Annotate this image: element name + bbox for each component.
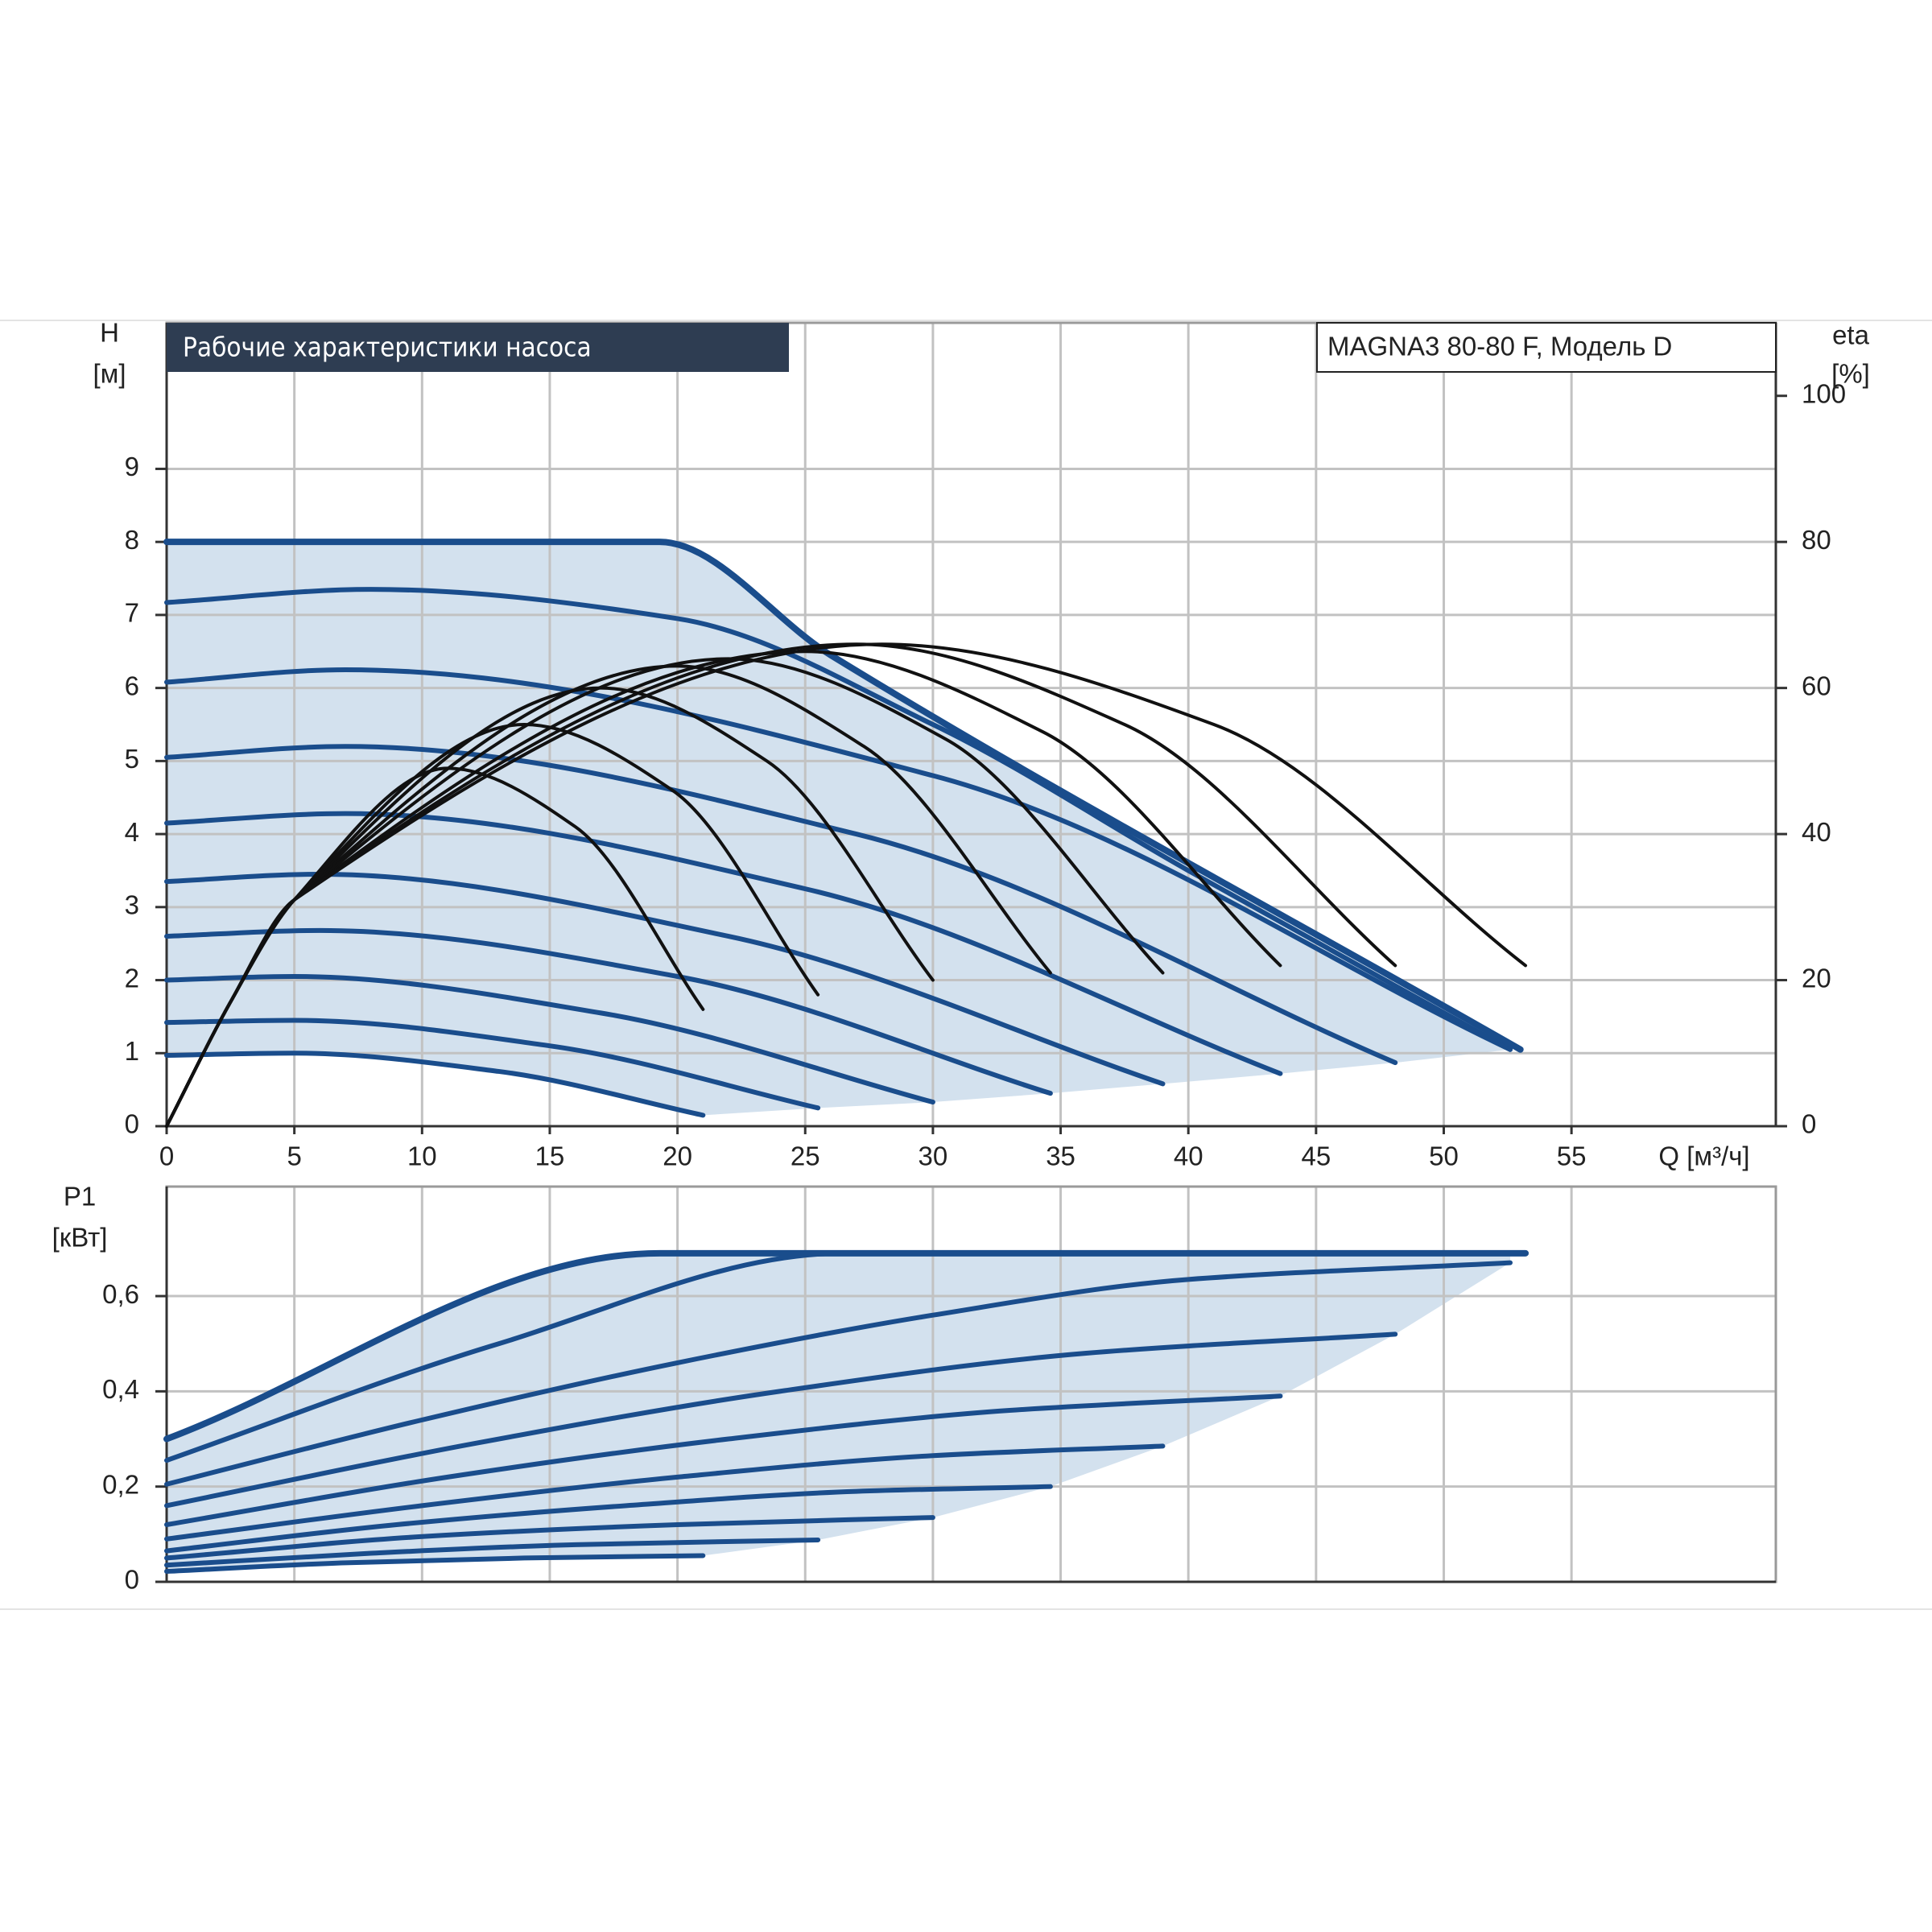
curve (163, 1249, 1530, 1443)
y-tick-label: 5 (125, 744, 139, 774)
y-tick-label: 2 (125, 963, 139, 993)
curve (164, 1393, 1283, 1528)
curve (164, 811, 1283, 1076)
operating-area (167, 1253, 1526, 1571)
model-label: MAGNA3 80-80 F, Модель D (1327, 332, 1672, 361)
x-tick-label: 35 (1046, 1141, 1075, 1171)
y-tick-label: 0,2 (102, 1469, 139, 1499)
y-tick-label: 0 (125, 1565, 139, 1595)
x-tick-label: 0 (159, 1141, 174, 1171)
y2-tick-label: 20 (1802, 963, 1831, 993)
x-tick-label: 30 (919, 1141, 948, 1171)
yunit: [м] (93, 359, 126, 389)
x-tick-label: 50 (1429, 1141, 1459, 1171)
curve (164, 1484, 1053, 1554)
yunit: [кВт] (52, 1223, 108, 1253)
curve (164, 1018, 821, 1111)
y-tick-label: 0,4 (102, 1374, 139, 1404)
curve (164, 871, 1166, 1087)
y-tick-label: 6 (125, 671, 139, 700)
curve (164, 1553, 706, 1574)
y-tick-label: 0 (125, 1109, 139, 1139)
y-tick-label: 7 (125, 598, 139, 628)
curve (164, 1515, 935, 1561)
y2-tick-label: 40 (1802, 817, 1831, 847)
curve (164, 1537, 821, 1568)
y2-tick-label: 60 (1802, 671, 1831, 700)
chart-title: Рабочие характеристики насоса (183, 332, 592, 363)
y-tick-label: 0,6 (102, 1279, 139, 1309)
xlabel: Q [м³/ч] (1658, 1141, 1749, 1171)
y-tick-label: 9 (125, 452, 139, 481)
x-tick-label: 45 (1301, 1141, 1331, 1171)
title-box (167, 323, 789, 372)
x-tick-label: 40 (1174, 1141, 1203, 1171)
y-tick-label: 1 (125, 1036, 139, 1066)
curve (164, 927, 1053, 1096)
y-2unit: [%] (1831, 359, 1870, 389)
y-tick-label: 8 (125, 525, 139, 555)
curve (164, 744, 1398, 1066)
y-2label: eta (1832, 320, 1870, 350)
x-tick-label: 20 (663, 1141, 692, 1171)
y2-tick-label: 0 (1802, 1109, 1816, 1139)
x-tick-label: 5 (287, 1141, 301, 1171)
y2-tick-label: 80 (1802, 525, 1831, 555)
x-tick-label: 25 (791, 1141, 820, 1171)
x-tick-label: 55 (1557, 1141, 1587, 1171)
ylabel: P1 (64, 1182, 96, 1212)
model-box (1316, 322, 1777, 373)
efficiency-curve (165, 642, 1528, 1128)
curve (163, 539, 1524, 1053)
curve (164, 974, 935, 1105)
y2-tick-label: 100 (1802, 378, 1846, 408)
y-tick-label: 3 (125, 890, 139, 920)
x-tick-label: 15 (535, 1141, 565, 1171)
curve (164, 1331, 1398, 1509)
curve (164, 1443, 1166, 1542)
curve (164, 1260, 1513, 1487)
y-tick-label: 4 (125, 817, 139, 847)
curve (164, 667, 1513, 1052)
curve (164, 1051, 706, 1118)
x-tick-label: 10 (407, 1141, 437, 1171)
ylabel: H (100, 318, 119, 348)
curve (164, 587, 1513, 1052)
